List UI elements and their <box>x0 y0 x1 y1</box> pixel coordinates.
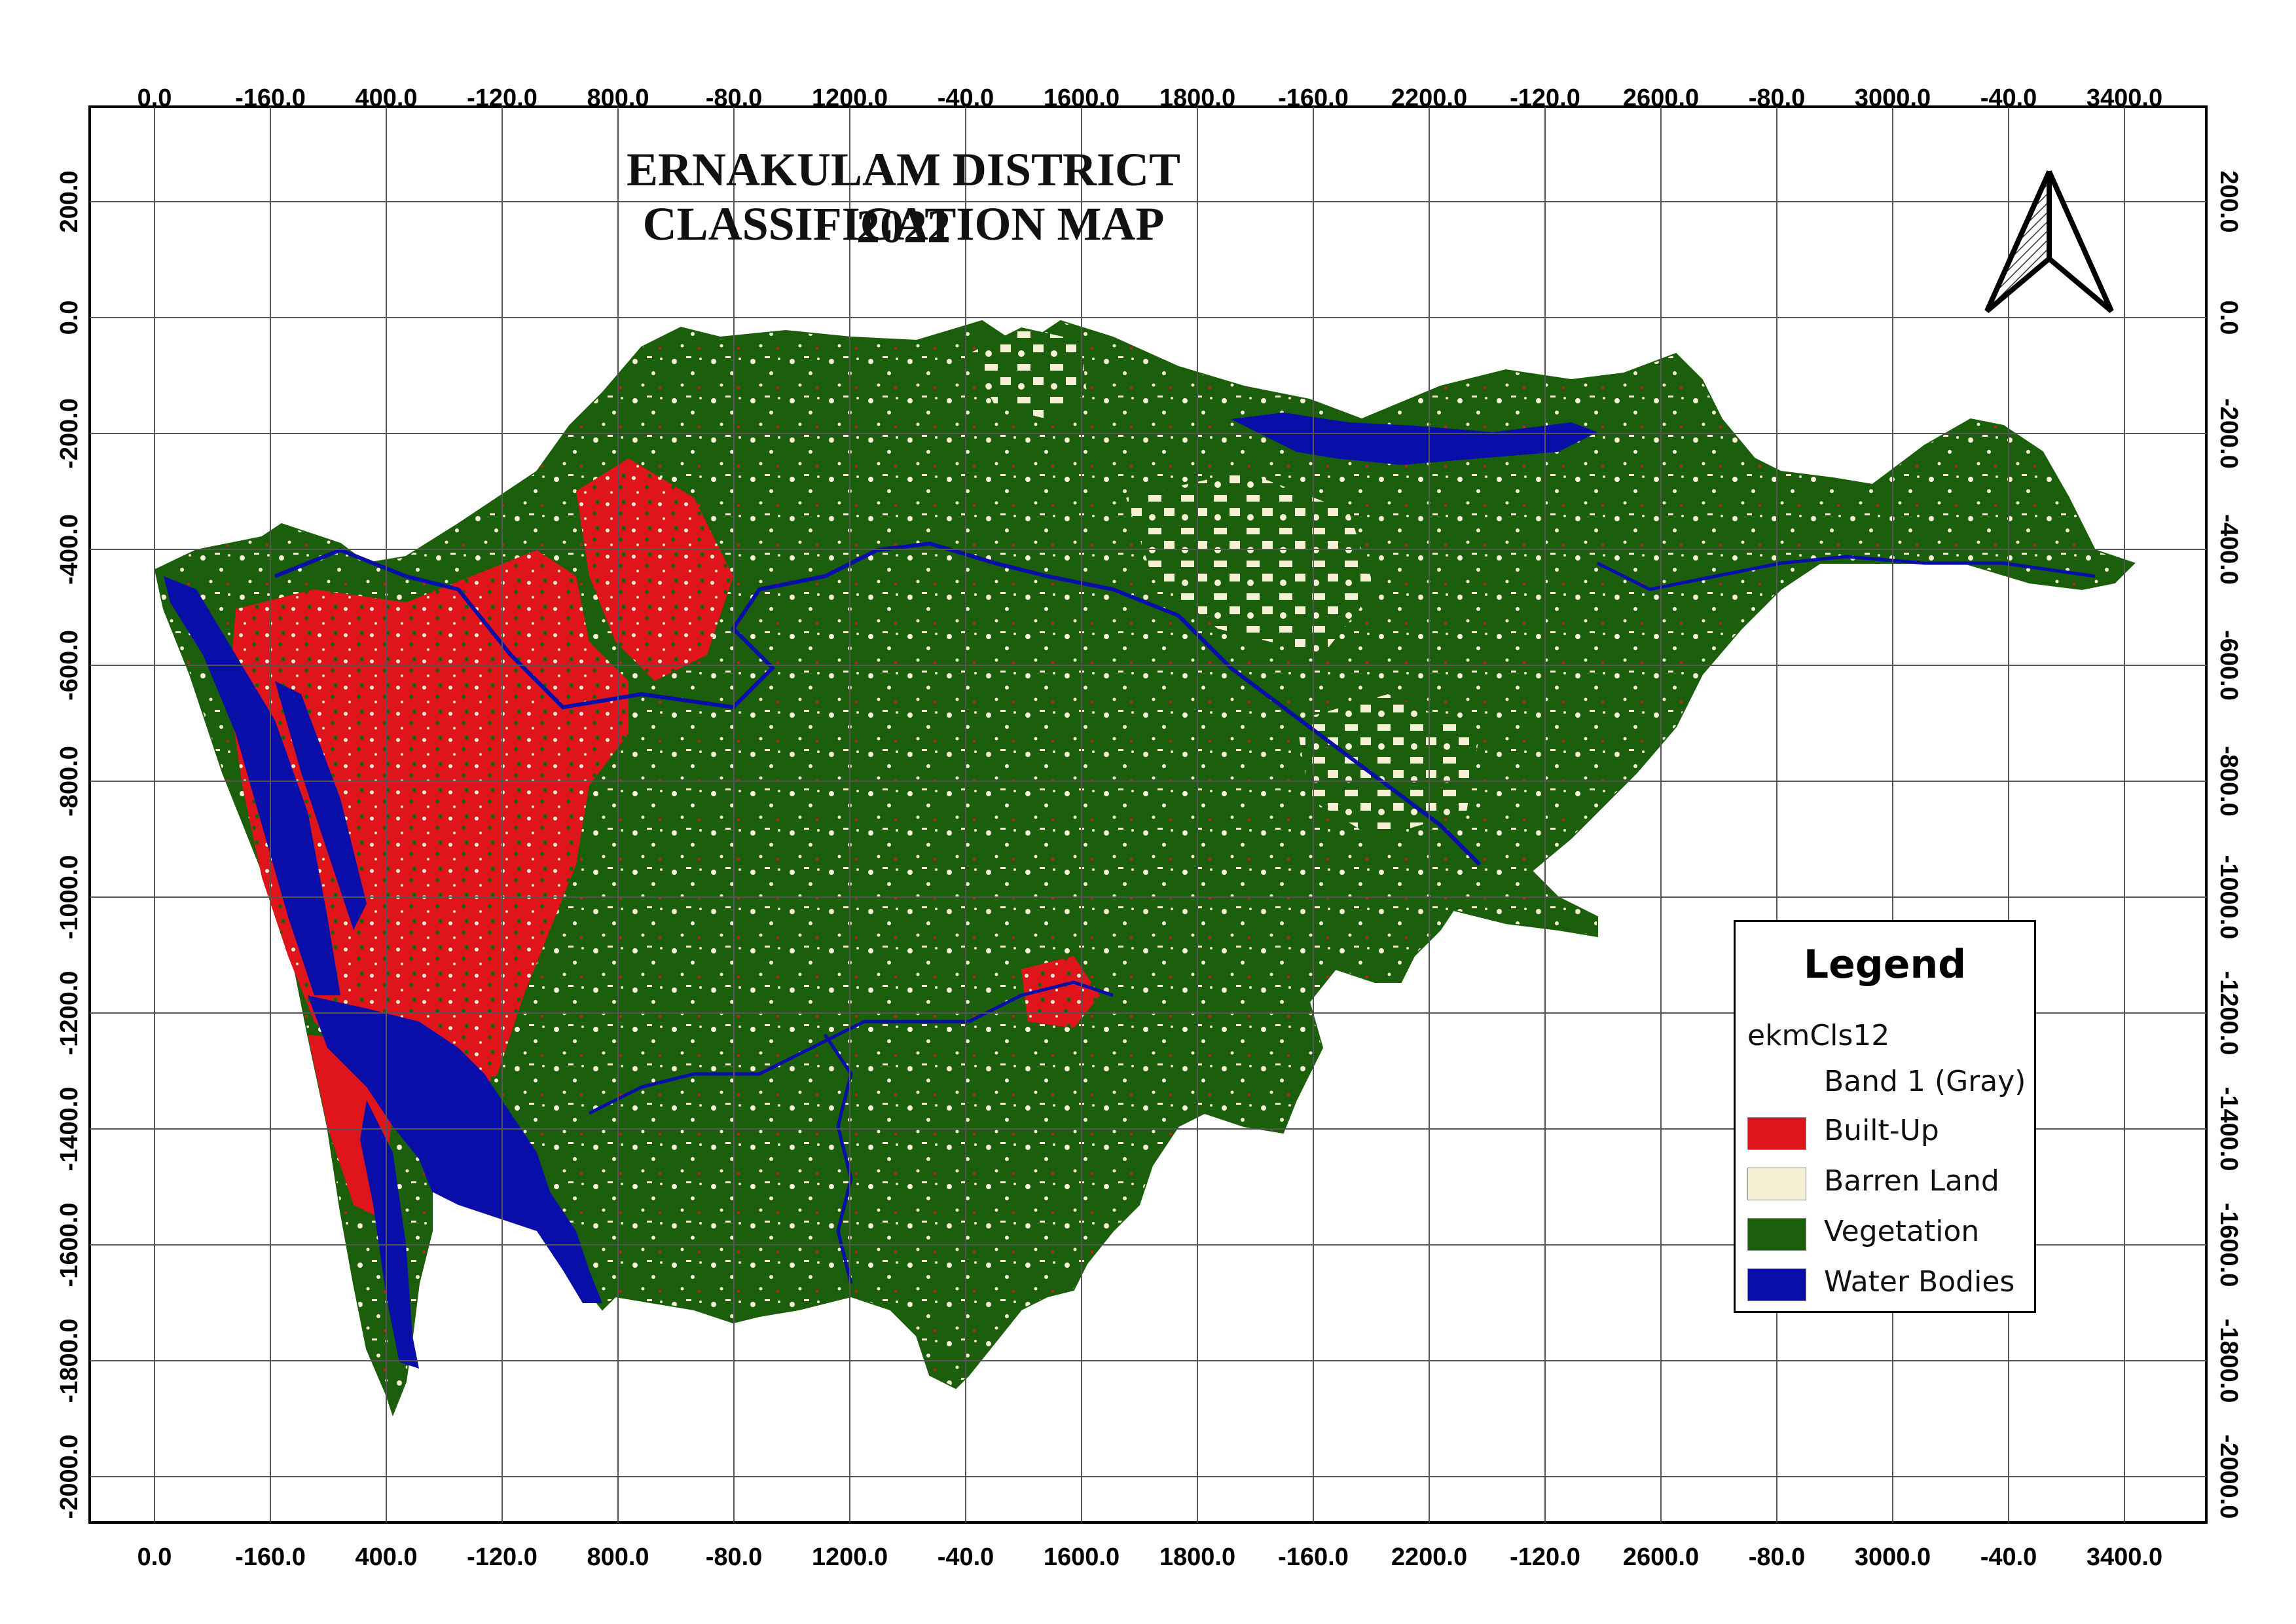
y-tick-label-right: -1800.0 <box>2215 1319 2242 1403</box>
x-tick-label: -40.0 <box>938 1543 994 1571</box>
x-tick-label: -80.0 <box>1749 84 1806 112</box>
x-tick-label: -120.0 <box>1510 1543 1580 1571</box>
legend-title: Legend <box>1803 942 1967 987</box>
x-tick-label: -160.0 <box>235 1543 306 1571</box>
x-tick-label: 2600.0 <box>1623 84 1699 112</box>
y-tick-label-left: 200.0 <box>56 170 83 232</box>
y-tick-label-left: -200.0 <box>56 398 83 469</box>
y-tick-label-left: 0.0 <box>56 301 83 335</box>
north-arrow-icon <box>1984 170 2114 314</box>
y-tick-label-right: 200.0 <box>2215 170 2242 232</box>
x-tick-label: -160.0 <box>1278 84 1349 112</box>
y-tick-label-right: -600.0 <box>2215 630 2242 701</box>
y-tick-label-left: -1800.0 <box>56 1319 83 1403</box>
y-tick-label-right: -200.0 <box>2215 398 2242 469</box>
map-subtitle-year: 2022 <box>856 200 951 253</box>
y-tick-label-right: -1000.0 <box>2215 855 2242 940</box>
x-tick-label: 2200.0 <box>1391 1543 1467 1571</box>
water-coastal-strip[interactable] <box>360 1100 419 1369</box>
legend-layer-name: ekmCls12 <box>1747 1019 1890 1052</box>
y-tick-label-right: -400.0 <box>2215 514 2242 585</box>
x-tick-label: 1600.0 <box>1044 84 1120 112</box>
y-tick-label-left: -1200.0 <box>56 971 83 1056</box>
legend-label-barren: Barren Land <box>1824 1164 1999 1198</box>
x-tick-label: -40.0 <box>938 84 994 112</box>
map-title: ERNAKULAM DISTRICT CLASSIFICATION MAP <box>626 143 1181 250</box>
x-tick-label: 1800.0 <box>1159 84 1235 112</box>
legend-label-builtup: Built-Up <box>1824 1114 1939 1147</box>
y-tick-label-right: -1600.0 <box>2215 1203 2242 1287</box>
x-tick-label: -120.0 <box>1510 84 1580 112</box>
y-tick-label-left: -800.0 <box>56 746 83 817</box>
x-tick-label: -80.0 <box>1749 1543 1806 1571</box>
y-tick-label-right: -800.0 <box>2215 746 2242 817</box>
water-reservoir[interactable] <box>1231 413 1597 465</box>
builtup-north[interactable] <box>576 458 733 681</box>
x-tick-label: 3400.0 <box>2086 1543 2162 1571</box>
x-tick-label: 800.0 <box>587 1543 649 1571</box>
x-tick-label: 400.0 <box>355 84 417 112</box>
legend-swatch-vegetation <box>1747 1218 1806 1251</box>
x-tick-label: 1800.0 <box>1159 1543 1235 1571</box>
x-tick-label: -40.0 <box>1980 84 2037 112</box>
map-grid <box>90 107 2206 1522</box>
y-ticks-left: 200.0 0.0 -200.0 -400.0 -600.0 -800.0 -1000.0 -… <box>56 170 83 1519</box>
y-tick-label-right: -1400.0 <box>2215 1087 2242 1172</box>
x-ticks-bottom: 0.0 -160.0 400.0 -120.0 800.0 -80.0 1200.0 -40.… <box>137 1543 2163 1571</box>
y-tick-label-left: -600.0 <box>56 630 83 701</box>
legend-label-vegetation: Vegetation <box>1824 1215 1980 1248</box>
x-tick-label: 1200.0 <box>812 84 888 112</box>
x-tick-label: 2600.0 <box>1623 1543 1699 1571</box>
y-tick-label-right: -1200.0 <box>2215 971 2242 1056</box>
y-ticks-right: 200.0 0.0 -200.0 -400.0 -600.0 -800.0 -1000.0 -… <box>2215 170 2242 1519</box>
x-tick-label: -120.0 <box>467 84 538 112</box>
y-tick-label-left: -1400.0 <box>56 1087 83 1172</box>
y-tick-label-right: 0.0 <box>2215 301 2242 335</box>
water-backwater-north[interactable] <box>164 576 340 995</box>
y-tick-label-left: -2000.0 <box>56 1435 83 1519</box>
y-tick-label-left: -400.0 <box>56 514 83 585</box>
legend-panel: Legend ekmCls12 Band 1 (Gray) Built-Up B… <box>1734 920 2036 1313</box>
y-tick-label-right: -2000.0 <box>2215 1435 2242 1519</box>
x-tick-label: -120.0 <box>467 1543 538 1571</box>
river-muvattupuzha <box>588 980 1114 1115</box>
x-tick-label: 3000.0 <box>1855 84 1931 112</box>
x-ticks-top: 0.0 -160.0 400.0 -120.0 800.0 -80.0 1200.0 -40.… <box>137 84 2163 112</box>
water-harbour[interactable] <box>308 995 602 1303</box>
x-tick-label: -80.0 <box>706 1543 763 1571</box>
x-tick-label: 2200.0 <box>1391 84 1467 112</box>
x-tick-label: 1600.0 <box>1044 1543 1120 1571</box>
y-tick-label-left: -1000.0 <box>56 855 83 940</box>
legend-label-water: Water Bodies <box>1824 1265 2015 1299</box>
river-south-branch <box>823 1033 853 1284</box>
legend-swatch-barren <box>1747 1168 1806 1200</box>
x-tick-label: 400.0 <box>355 1543 417 1571</box>
x-tick-label: -80.0 <box>706 84 763 112</box>
y-tick-label-left: -1600.0 <box>56 1203 83 1287</box>
barren-north[interactable] <box>969 327 1087 419</box>
x-tick-label: 3400.0 <box>2086 84 2162 112</box>
x-tick-label: 1200.0 <box>812 1543 888 1571</box>
builtup-east-town[interactable] <box>1021 956 1100 1028</box>
barren-southeast[interactable] <box>1296 694 1480 838</box>
x-tick-label: 800.0 <box>587 84 649 112</box>
legend-band-name: Band 1 (Gray) <box>1824 1065 2026 1098</box>
x-tick-label: 3000.0 <box>1855 1543 1931 1571</box>
water-backwater-inner[interactable] <box>275 681 367 930</box>
x-tick-label: -160.0 <box>1278 1543 1349 1571</box>
legend-swatch-water <box>1747 1268 1806 1301</box>
x-tick-label: 0.0 <box>137 84 172 112</box>
x-tick-label: 0.0 <box>137 1543 172 1571</box>
x-tick-label: -40.0 <box>1980 1543 2037 1571</box>
x-tick-label: -160.0 <box>235 84 306 112</box>
legend-swatch-builtup <box>1747 1117 1806 1150</box>
